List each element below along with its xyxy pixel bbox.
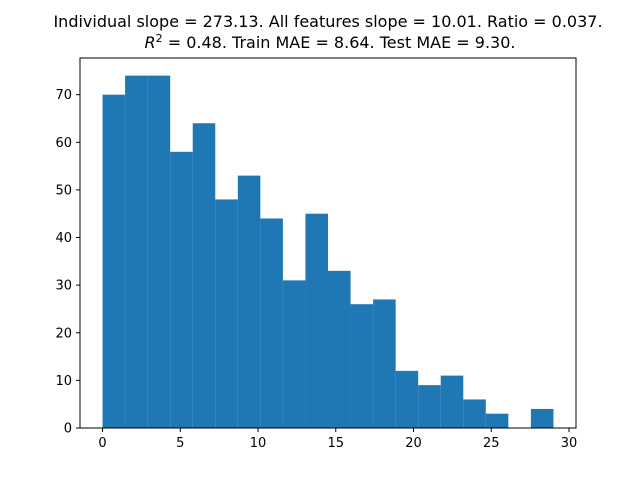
histogram-bar-19 <box>530 408 554 428</box>
histogram-bar-1 <box>125 75 148 428</box>
histogram-bar-15 <box>440 375 464 428</box>
histogram-bars <box>102 75 554 429</box>
histogram-bar-5 <box>215 199 238 428</box>
y-tick-label-50: 50 <box>55 183 72 198</box>
x-tick-label-10: 10 <box>250 436 267 451</box>
histogram-bar-16 <box>463 399 486 428</box>
x-tick-label-30: 30 <box>561 436 578 451</box>
histogram-bar-0 <box>102 94 126 429</box>
y-tick-label-0: 0 <box>64 422 72 437</box>
histogram-bar-12 <box>373 299 396 428</box>
histogram-bar-3 <box>170 151 193 429</box>
x-tick-label-15: 15 <box>328 436 345 451</box>
y-tick-label-20: 20 <box>55 326 72 341</box>
y-tick-label-40: 40 <box>55 231 72 246</box>
chart-title-line-1: Individual slope = 273.13. All features … <box>53 12 602 31</box>
histogram-bar-7 <box>260 218 283 428</box>
histogram-bar-17 <box>485 413 509 428</box>
axes-frame <box>79 57 577 429</box>
x-tick-label-25: 25 <box>483 436 500 451</box>
histogram-bar-9 <box>305 213 328 428</box>
histogram-bar-11 <box>350 304 374 428</box>
chart-title-line-2: R2 = 0.48. Train MAE = 8.64. Test MAE = … <box>145 32 516 52</box>
histogram-bar-13 <box>395 370 419 428</box>
y-tick-label-10: 10 <box>55 374 72 389</box>
y-tick-label-70: 70 <box>55 88 72 103</box>
x-tick-label-20: 20 <box>405 436 422 451</box>
x-axis-ticks: 0 5 10 15 20 25 30 <box>98 428 577 451</box>
histogram-bar-8 <box>282 280 306 428</box>
title-r2-symbol: R <box>145 33 156 52</box>
y-axis-ticks: 0 10 20 30 40 50 60 70 <box>55 88 80 437</box>
histogram-bar-4 <box>192 123 216 428</box>
title-r2-rest: = 0.48. Train MAE = 8.64. Test MAE = 9.3… <box>163 33 516 52</box>
histogram-bar-14 <box>418 385 441 428</box>
histogram-bar-2 <box>147 75 171 428</box>
histogram-bar-10 <box>328 270 351 428</box>
x-tick-label-5: 5 <box>176 436 184 451</box>
x-tick-label-0: 0 <box>98 436 106 451</box>
title-r2-superscript: 2 <box>156 32 163 45</box>
histogram-bar-6 <box>237 175 261 428</box>
y-tick-label-60: 60 <box>55 136 72 151</box>
y-tick-label-30: 30 <box>55 279 72 294</box>
